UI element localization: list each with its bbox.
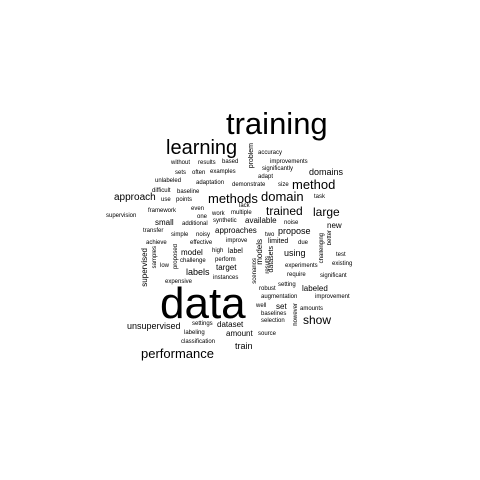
- word-augmentation: augmentation: [261, 294, 298, 300]
- word-well: well: [256, 303, 267, 309]
- word-expensive: expensive: [165, 279, 193, 285]
- word-task: task: [314, 194, 326, 200]
- word-use: use: [161, 197, 171, 203]
- word-problem: problem: [248, 143, 255, 169]
- word-show: show: [303, 313, 332, 327]
- word-multiple: multiple: [231, 210, 252, 216]
- word-adapt: adapt: [258, 174, 274, 180]
- word-achieve: achieve: [146, 240, 167, 246]
- word-trained: trained: [266, 204, 303, 218]
- word-effective: effective: [190, 240, 213, 246]
- word-new: new: [327, 221, 342, 230]
- word-model: model: [181, 248, 203, 257]
- word-significant: significant: [320, 273, 347, 279]
- word-two: two: [265, 232, 275, 238]
- word-learning: learning: [166, 137, 238, 159]
- word-however: however: [293, 303, 299, 326]
- word-supervised: supervised: [140, 248, 149, 287]
- word-classification: classification: [181, 339, 216, 345]
- word-sets: sets: [175, 170, 187, 176]
- word-labeled: labeled: [302, 284, 328, 293]
- word-source: source: [258, 331, 277, 337]
- word-baselines: baselines: [261, 311, 287, 317]
- word-domains: domains: [309, 167, 344, 177]
- word-settings: settings: [192, 321, 213, 327]
- word-performance: performance: [141, 346, 214, 361]
- word-without: without: [171, 160, 191, 166]
- word-noisy: noisy: [196, 232, 211, 238]
- word-significantly: significantly: [262, 166, 294, 172]
- word-perform: perform: [215, 257, 236, 263]
- word-selection: selection: [261, 318, 285, 324]
- word-improvement: improvement: [315, 294, 350, 300]
- word-label: label: [228, 248, 243, 255]
- word-examples: examples: [210, 169, 236, 175]
- word-points: points: [176, 197, 193, 203]
- word-amounts: amounts: [300, 306, 324, 312]
- word-domain: domain: [261, 189, 304, 204]
- word-challenging: challenging: [319, 233, 325, 264]
- word-low: low: [160, 263, 170, 269]
- word-small: small: [155, 218, 174, 227]
- word-baseline: baseline: [177, 189, 200, 195]
- word-labels: labels: [186, 267, 210, 277]
- word-framework: framework: [148, 208, 177, 214]
- word-better: better: [327, 230, 333, 246]
- word-scenarios: scenarios: [252, 258, 258, 284]
- word-accuracy: accuracy: [258, 150, 283, 156]
- word-test: test: [336, 252, 346, 258]
- word-approach: approach: [114, 192, 156, 203]
- word-large: large: [313, 205, 340, 219]
- word-target: target: [216, 263, 237, 272]
- word-samples: samples: [152, 246, 158, 269]
- word-improvements: improvements: [270, 159, 308, 165]
- word-amount: amount: [226, 329, 253, 338]
- word-improve: improve: [226, 238, 248, 244]
- word-setting: setting: [278, 282, 296, 288]
- word-due: due: [298, 240, 309, 246]
- word-challenge: challenge: [180, 258, 206, 264]
- word-proposed: proposed: [173, 244, 179, 270]
- word-set: set: [276, 302, 287, 311]
- word-instances: instances: [213, 275, 239, 281]
- word-work: work: [212, 211, 225, 217]
- word-methods: methods: [208, 191, 258, 206]
- word-noise: noise: [284, 220, 299, 226]
- word-unlabeled: unlabeled: [155, 178, 182, 184]
- word-even: even: [191, 206, 205, 212]
- word-robust: robust: [259, 286, 276, 292]
- word-available: available: [245, 216, 277, 225]
- word-often: often: [192, 170, 206, 176]
- word-propose: propose: [278, 226, 311, 236]
- word-one: one: [197, 214, 208, 220]
- word-dataset: dataset: [217, 320, 244, 329]
- word-additional: additional: [182, 221, 208, 227]
- word-training: training: [226, 106, 328, 141]
- word-experiments: experiments: [285, 263, 318, 269]
- word-using: using: [284, 248, 306, 258]
- word-adaptation: adaptation: [196, 180, 225, 186]
- word-based: based: [222, 159, 239, 165]
- word-require: require: [287, 272, 306, 278]
- word-synthetic: synthetic: [213, 218, 237, 224]
- word-data: data: [160, 279, 246, 328]
- word-results-2: results: [265, 256, 271, 274]
- word-train: train: [235, 341, 253, 351]
- word-lack: lack: [239, 203, 250, 209]
- word-limited: limited: [268, 238, 289, 245]
- word-transfer: transfer: [143, 228, 164, 234]
- word-results: results: [198, 160, 216, 166]
- word-existing: existing: [332, 261, 353, 267]
- word-labeling: labeling: [184, 330, 205, 336]
- word-approaches: approaches: [215, 226, 257, 235]
- word-method: method: [292, 177, 336, 192]
- word-simple: simple: [171, 232, 189, 238]
- word-demonstrate: demonstrate: [232, 182, 266, 188]
- word-size: size: [278, 182, 289, 188]
- word-unsupervised: unsupervised: [127, 321, 181, 331]
- word-high: high: [212, 248, 224, 254]
- word-supervision: supervision: [106, 213, 137, 219]
- word-difficult: difficult: [152, 188, 171, 194]
